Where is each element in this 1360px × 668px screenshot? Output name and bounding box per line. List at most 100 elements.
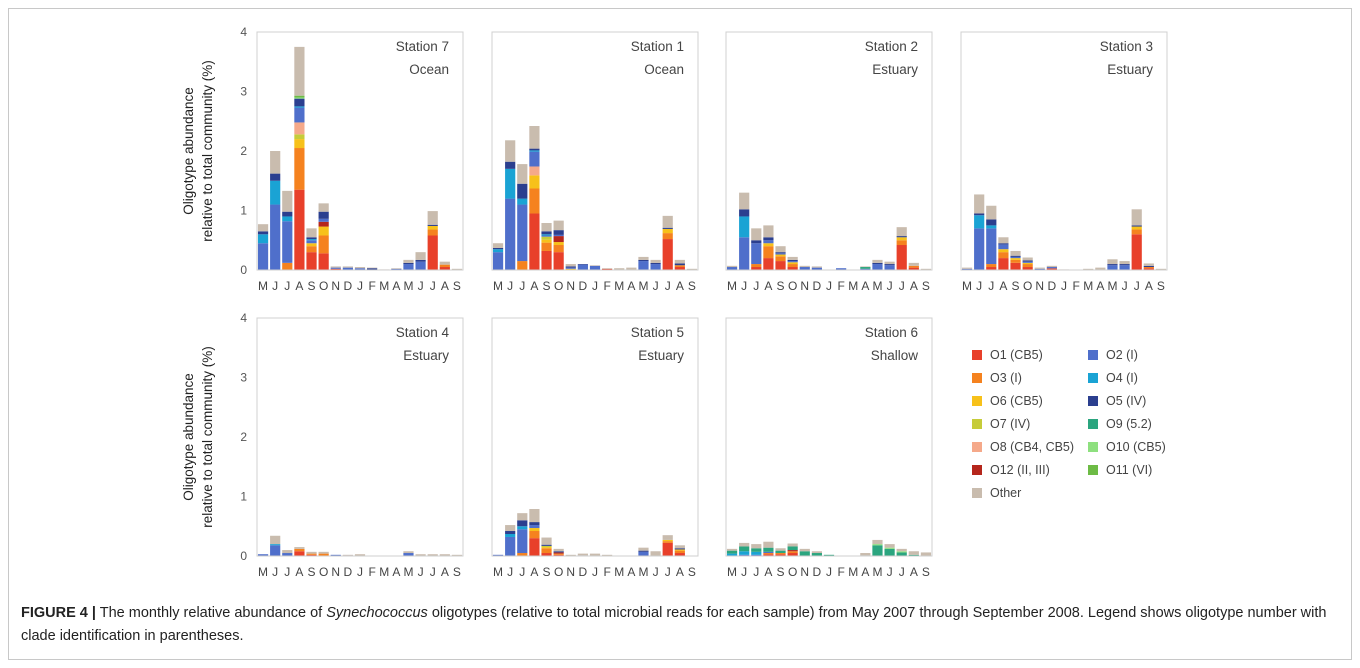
legend-item: O12 (II, III): [972, 461, 1050, 479]
x-tick-label: J: [592, 565, 598, 579]
bar-segment: [1022, 260, 1033, 262]
bar-segment: [294, 122, 305, 135]
bar-segment: [257, 234, 269, 244]
x-tick-label: J: [519, 565, 525, 579]
x-tick-label: J: [887, 565, 893, 579]
bar-segment: [860, 553, 871, 556]
bar-segment: [860, 266, 871, 268]
legend-label: O7 (IV): [990, 417, 1031, 431]
bar-segment: [1107, 265, 1118, 270]
x-tick-label: M: [258, 565, 268, 579]
bar-segment: [330, 266, 341, 268]
bar-segment: [541, 223, 552, 232]
bar-segment: [270, 544, 281, 546]
bar-segment: [662, 215, 673, 228]
bar-segment: [553, 230, 564, 235]
bar-segment: [1010, 262, 1021, 270]
x-tick-label: M: [848, 279, 858, 293]
bar-segment: [775, 253, 786, 255]
bar-segment: [775, 553, 786, 555]
bar-segment: [294, 97, 305, 99]
x-tick-label: M: [727, 279, 737, 293]
bar-segment: [529, 150, 540, 152]
bar-segment: [403, 262, 414, 265]
bar-segment: [306, 553, 317, 555]
bar-segment: [589, 553, 601, 556]
bar-segment: [306, 246, 317, 253]
x-tick-label: J: [284, 565, 290, 579]
bar-segment: [492, 247, 504, 250]
panel-title: Station 1: [631, 39, 684, 54]
bar-segment: [541, 537, 552, 545]
bar-segment: [787, 267, 798, 270]
bar-segment: [811, 553, 822, 556]
bar-segment: [896, 227, 907, 237]
legend-swatch: [1088, 396, 1098, 406]
bar-segment: [541, 250, 552, 270]
bar-segment: [739, 237, 750, 271]
bar-segment: [775, 548, 786, 551]
bar-segment: [787, 259, 798, 262]
bar-segment: [492, 252, 504, 270]
legend-label: O2 (I): [1106, 348, 1138, 362]
bar-segment: [294, 46, 305, 96]
x-tick-label: J: [899, 279, 905, 293]
bar-segment: [650, 264, 661, 270]
bar-segment: [998, 249, 1009, 253]
bar-segment: [565, 267, 576, 269]
bar-segment: [517, 183, 528, 199]
bar-segment: [896, 548, 907, 552]
bar-segment: [294, 189, 305, 271]
bar-segment: [775, 550, 786, 554]
x-tick-label: O: [788, 565, 797, 579]
bar-segment: [811, 551, 822, 554]
bar-segment: [492, 249, 504, 253]
x-tick-label: A: [530, 565, 538, 579]
bar-segment: [1131, 229, 1142, 235]
x-tick-label: A: [1096, 279, 1104, 293]
bar-segment: [674, 549, 685, 551]
bar-segment: [775, 256, 786, 262]
x-tick-label: J: [430, 279, 436, 293]
bar-segment: [553, 252, 564, 270]
legend-swatch: [1088, 419, 1098, 429]
bar-segment: [763, 554, 774, 556]
bar-segment: [974, 213, 985, 216]
bar-segment: [391, 268, 402, 270]
y-axis-label: Oligotype abundance relative to total com…: [181, 60, 215, 242]
bar-segment: [330, 554, 341, 556]
x-tick-label: O: [1023, 279, 1032, 293]
x-tick-label: M: [638, 565, 648, 579]
x-tick-label: J: [826, 279, 832, 293]
bar-segment: [294, 148, 305, 190]
bar-segment: [427, 224, 438, 226]
bar-segment: [763, 237, 774, 241]
panel-subtitle: Estuary: [1107, 62, 1153, 77]
caption-species: Synechococcus: [326, 605, 428, 621]
panel-subtitle: Ocean: [644, 62, 684, 77]
y-axis-label-line-2: relative to total community (%): [200, 60, 215, 242]
x-tick-label: M: [872, 279, 882, 293]
x-tick-label: J: [1134, 279, 1140, 293]
bar-segment: [896, 237, 907, 241]
x-tick-label: M: [379, 565, 389, 579]
legend-swatch: [1088, 465, 1098, 475]
bar-segment: [294, 548, 305, 552]
legend-label: O10 (CB5): [1106, 440, 1166, 454]
x-tick-label: A: [441, 565, 449, 579]
bar-segment: [823, 554, 835, 556]
y-tick-label: 3: [240, 371, 247, 385]
bar-segment: [650, 259, 661, 263]
legend-item: O7 (IV): [972, 415, 1030, 433]
x-tick-label: F: [837, 565, 844, 579]
bar-segment: [439, 261, 450, 265]
bar-segment: [427, 225, 438, 230]
x-tick-label: S: [308, 565, 316, 579]
bar-segment: [1143, 268, 1154, 270]
bar-segment: [517, 261, 528, 270]
bar-segment: [505, 531, 516, 534]
bar-segment: [860, 268, 871, 270]
bar-segment: [270, 545, 281, 556]
bar-segment: [974, 228, 985, 270]
legend-label: O6 (CB5): [990, 394, 1043, 408]
